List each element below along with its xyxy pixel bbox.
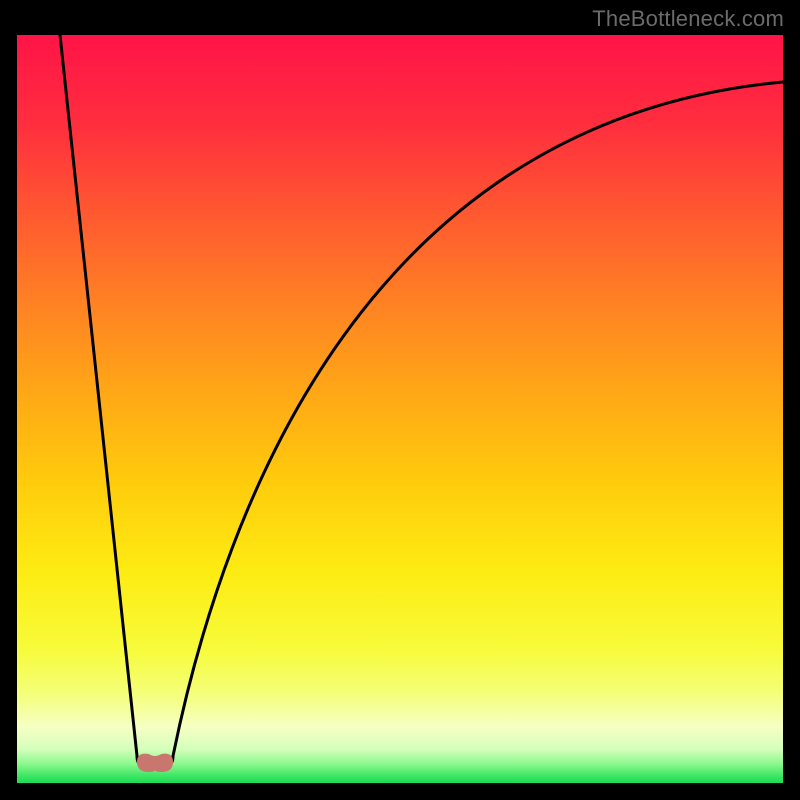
chart-container: TheBottleneck.com [0,0,800,800]
dip-marker [137,754,173,772]
bottleneck-chart [0,0,800,800]
gradient-plot-area [17,35,783,783]
watermark-text: TheBottleneck.com [592,6,784,32]
